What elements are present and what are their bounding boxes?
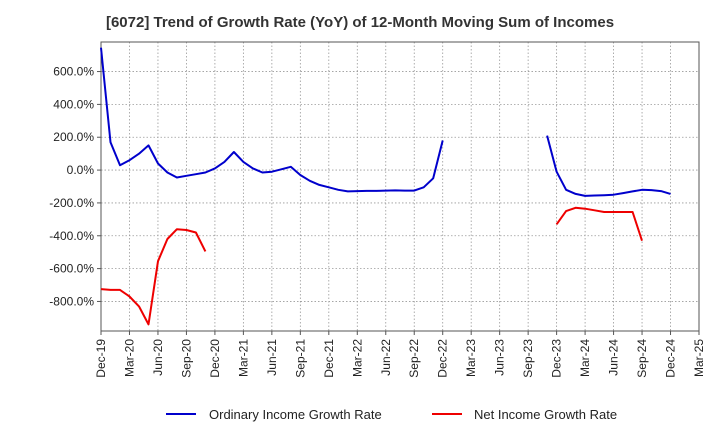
x-tick-label: Jun-24 [607, 339, 621, 376]
y-tick-label: 0.0% [67, 163, 95, 177]
x-tick-label: Sep-24 [635, 339, 649, 378]
y-tick-label: 600.0% [53, 65, 94, 79]
x-tick-label: Dec-20 [208, 339, 222, 378]
x-tick-label: Jun-20 [151, 339, 165, 376]
x-tick-label: Sep-23 [521, 339, 535, 378]
x-tick-label: Dec-19 [94, 339, 108, 378]
series-line-ordinary-income [546, 135, 671, 197]
x-tick-label: Mar-23 [464, 339, 478, 377]
legend-label: Ordinary Income Growth Rate [209, 407, 382, 422]
x-tick-label: Jun-21 [265, 339, 279, 376]
x-tick-label: Dec-24 [664, 339, 678, 378]
series-line-net-income [100, 228, 207, 326]
x-tick-label: Dec-23 [550, 339, 564, 378]
x-tick-label: Mar-22 [350, 339, 364, 377]
y-tick-label: 200.0% [53, 130, 94, 144]
x-tick-label: Sep-20 [179, 339, 193, 378]
x-tick-label: Dec-22 [436, 339, 450, 378]
series-line-net-income [555, 206, 643, 242]
x-tick-label: Mar-24 [578, 339, 592, 377]
chart-title: [6072] Trend of Growth Rate (YoY) of 12-… [105, 14, 615, 31]
x-tick-label: Mar-21 [236, 339, 250, 377]
x-tick-label: Mar-25 [692, 339, 706, 377]
x-tick-label: Sep-21 [293, 339, 307, 378]
y-tick-label: 400.0% [53, 97, 94, 111]
legend-label: Net Income Growth Rate [474, 407, 617, 422]
y-tick-label: -200.0% [49, 196, 94, 210]
x-tick-label: Dec-21 [322, 339, 336, 378]
y-tick-label: -600.0% [49, 262, 94, 276]
x-tick-label: Jun-23 [493, 339, 507, 376]
plot-frame [100, 41, 700, 332]
series-line-ordinary-income [100, 47, 444, 193]
y-tick-label: -400.0% [49, 229, 94, 243]
x-tick-label: Sep-22 [407, 339, 421, 378]
y-tick-label: -800.0% [49, 294, 94, 308]
x-tick-label: Jun-22 [379, 339, 393, 376]
x-tick-label: Mar-20 [122, 339, 136, 377]
